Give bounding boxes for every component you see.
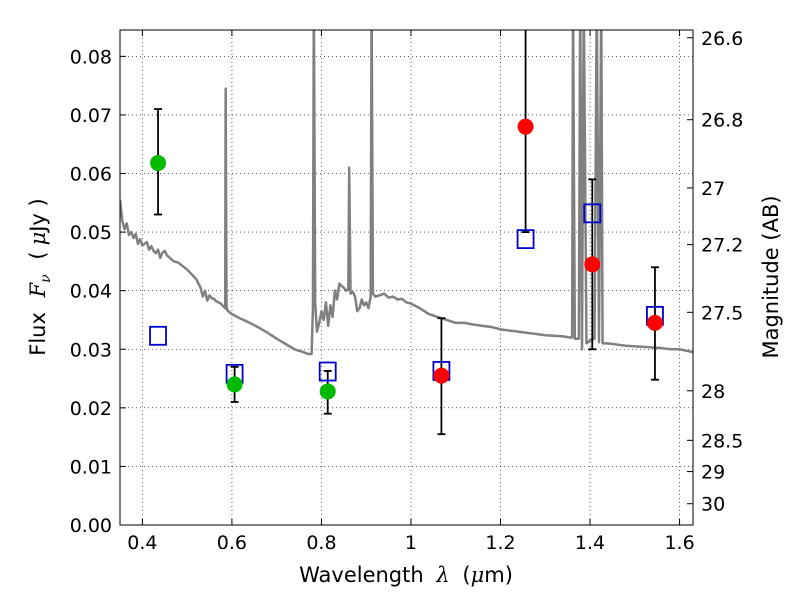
x-tick-label: 1.2 — [485, 532, 515, 554]
y2-tick-label: 29 — [701, 462, 725, 484]
model-photometry-box — [516, 229, 535, 250]
y-tick-label: 0.08 — [70, 46, 112, 68]
axes: 0.4 0.6 0.8 1 1.2 1.4 1.6 0.00 0.01 0.02 0.03 0.04 0… — [70, 28, 744, 554]
x-tick-label: 0.6 — [217, 532, 247, 554]
model-photometry-box — [583, 203, 602, 224]
y-tick-label: 0.04 — [70, 281, 112, 303]
y-axis-label-unit-mu: μ — [26, 232, 50, 246]
x-tick-label: 1 — [405, 532, 417, 554]
observed-point — [150, 154, 167, 171]
grid — [120, 30, 693, 526]
y2-tick-label: 30 — [701, 494, 725, 516]
x-tick-label: 0.8 — [306, 532, 336, 554]
y-tick-label: 0.01 — [70, 456, 112, 478]
x-axis-label-symbol: λ — [435, 563, 449, 587]
model-photometry-box — [318, 361, 337, 382]
observed-point — [646, 314, 663, 331]
y-axis-label-symbol-sub: ν — [38, 274, 54, 283]
errorbar-layer — [149, 30, 664, 436]
y2-tick-label: 26.6 — [701, 28, 743, 50]
y-tick-label: 0.07 — [70, 105, 112, 127]
plot-area — [120, 30, 693, 525]
y-axis-label-symbol: F — [26, 281, 50, 298]
model-photometry-box — [149, 325, 167, 346]
x-tick-label: 1.4 — [575, 532, 605, 554]
y-axis-label-prefix: Flux — [26, 312, 50, 356]
x-tick-label: 0.4 — [127, 532, 157, 554]
y2-tick-label: 27 — [701, 178, 725, 200]
y2-tick-label: 28 — [701, 381, 725, 403]
y2-tick-label: 26.8 — [701, 110, 743, 132]
plot-frame — [119, 29, 694, 526]
y-tick-label: 0.06 — [70, 164, 112, 186]
observed-point — [584, 256, 601, 273]
y-axis-label: Flux Fν ( μJy ) — [26, 198, 55, 355]
x-axis-label-prefix: Wavelength — [299, 563, 424, 587]
y-axis-label-unit-open: ( — [26, 251, 50, 259]
x-axis-label-unit-open: ( — [462, 563, 470, 587]
observed-point — [517, 118, 534, 135]
y-tick-label: 0.00 — [70, 515, 112, 537]
y-axis-label-unit-rest: Jy ) — [26, 198, 50, 234]
y-tick-label: 0.03 — [70, 339, 112, 361]
x-axis-label-unit-mu: μ — [471, 563, 485, 587]
y-tick-label: 0.05 — [70, 222, 112, 244]
x-axis-label: Wavelength λ (μm) — [299, 563, 513, 587]
observed-point — [319, 383, 336, 400]
data-layer — [120, 30, 693, 356]
y2-tick-label: 27.2 — [701, 235, 743, 257]
y2-tick-label: 28.5 — [701, 430, 743, 452]
x-tick-label: 1.6 — [664, 532, 694, 554]
y2-tick-label: 27.5 — [701, 302, 743, 324]
y-tick-label: 0.02 — [70, 398, 112, 420]
observed-point — [226, 376, 243, 393]
observed-point — [433, 367, 450, 384]
model-sed-line — [120, 30, 693, 356]
x-axis-label-unit-rest: m) — [484, 563, 513, 587]
y2-axis-label: Magnitude (AB) — [759, 195, 783, 358]
